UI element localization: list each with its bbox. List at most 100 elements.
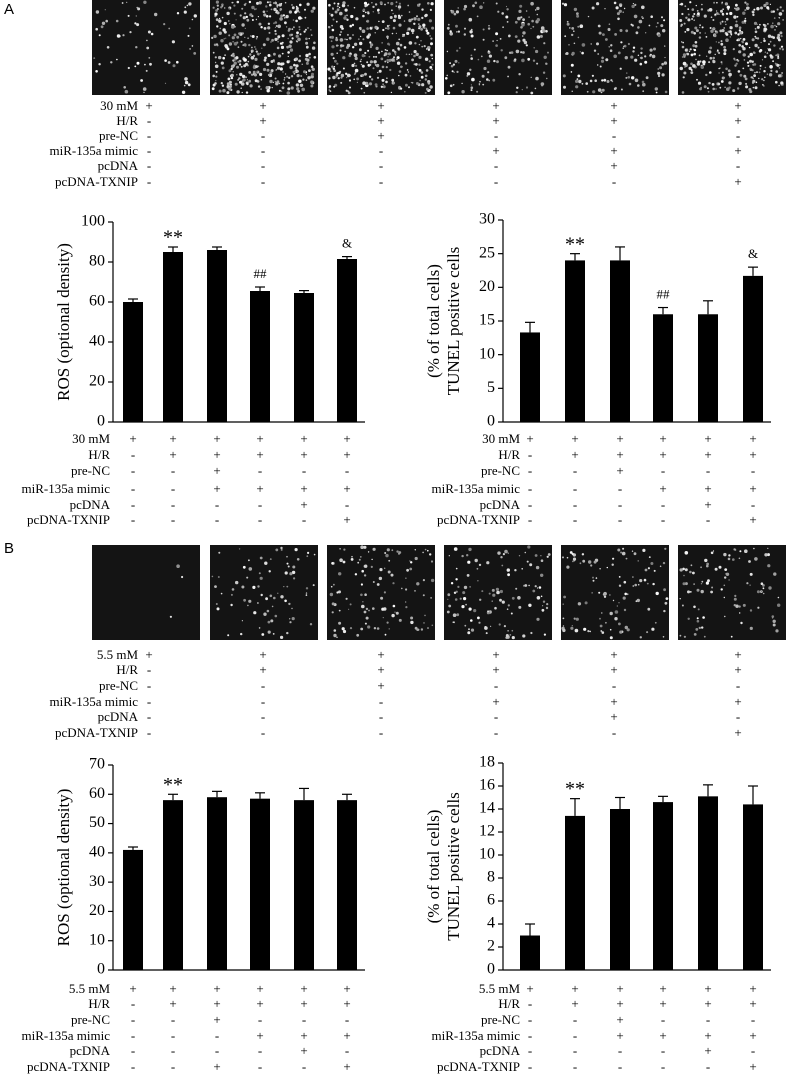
cell-dot <box>753 8 756 11</box>
cell-dot <box>240 87 242 89</box>
cell-dot <box>612 557 614 560</box>
cell-dot <box>609 636 613 640</box>
condition-mark: + <box>610 662 617 677</box>
cell-dot <box>736 87 740 90</box>
cell-dot <box>694 44 698 48</box>
cell-dot <box>763 55 767 59</box>
cell-dot <box>760 6 763 10</box>
cell-dot <box>682 76 685 79</box>
cell-dot <box>297 37 301 42</box>
cell-dot <box>310 75 314 79</box>
cell-dot <box>311 72 314 76</box>
cell-dot <box>353 53 358 57</box>
cell-dot <box>98 34 101 37</box>
cell-dot <box>693 19 695 22</box>
cell-dot <box>769 65 773 69</box>
cell-dot <box>363 574 367 577</box>
cell-dot <box>477 58 480 61</box>
cell-dot <box>749 52 753 57</box>
cell-dot <box>447 91 451 95</box>
cell-dot <box>330 52 334 56</box>
cell-dot <box>127 66 130 70</box>
cell-dot <box>468 17 473 22</box>
condition-mark: + <box>749 981 756 996</box>
cell-dot <box>345 72 348 76</box>
cell-dot <box>265 86 269 90</box>
cell-dot <box>269 71 273 75</box>
cell-dot <box>696 619 700 623</box>
cell-dot <box>238 548 241 550</box>
cell-dot <box>344 38 346 40</box>
cell-dot <box>575 85 579 89</box>
cell-dot <box>462 591 466 595</box>
cell-dot <box>730 33 733 36</box>
cell-dot <box>239 72 243 77</box>
cell-dot <box>368 609 370 612</box>
cell-dot <box>715 88 717 90</box>
cell-dot <box>105 19 108 23</box>
cell-dot <box>232 54 235 58</box>
cell-dot <box>413 50 417 54</box>
cell-dot <box>421 16 424 20</box>
cell-dot <box>403 46 407 49</box>
cell-dot <box>709 71 712 74</box>
cell-dot <box>706 564 709 568</box>
cell-dot <box>520 16 523 19</box>
cell-dot <box>331 28 335 32</box>
cell-dot <box>392 12 394 15</box>
cell-dot <box>211 575 214 578</box>
condition-label: pcDNA-TXNIP <box>55 725 138 740</box>
cell-dot <box>336 52 339 54</box>
cell-dot <box>248 43 251 47</box>
condition-mark: - <box>131 447 135 462</box>
cell-dot <box>562 74 566 78</box>
cell-dot <box>295 19 298 23</box>
cell-dot <box>340 81 343 84</box>
cell-dot <box>95 70 98 73</box>
cell-dot <box>291 607 293 610</box>
cell-dot <box>694 26 698 30</box>
cell-dot <box>247 60 250 63</box>
cell-dot <box>712 60 716 64</box>
condition-label: pre-NC <box>481 1012 520 1027</box>
cell-dot <box>780 81 784 85</box>
condition-mark: - <box>528 463 532 478</box>
cell-dot <box>744 549 748 553</box>
cell-dot <box>774 29 776 31</box>
cell-dot <box>577 74 581 78</box>
cell-dot <box>474 1 478 5</box>
cell-dot <box>230 603 233 607</box>
cell-dot <box>566 20 569 23</box>
condition-mark: + <box>616 463 623 478</box>
cell-dot <box>418 23 420 25</box>
condition-mark: - <box>261 725 265 740</box>
cell-dot <box>586 90 589 93</box>
cell-dot <box>625 557 628 560</box>
cell-dot <box>425 29 428 33</box>
cell-dot <box>577 602 582 606</box>
cell-dot <box>230 76 234 80</box>
cell-dot <box>296 558 300 561</box>
cell-dot <box>637 583 640 586</box>
cell-dot <box>341 3 346 8</box>
condition-label: H/R <box>116 113 138 128</box>
cell-dot <box>745 42 748 46</box>
y-tick-label: 50 <box>89 814 105 831</box>
cell-dot <box>251 19 254 21</box>
cell-dot <box>767 23 769 25</box>
cell-dot <box>747 64 750 67</box>
cell-dot <box>718 67 720 70</box>
cell-dot <box>494 606 497 610</box>
cell-dot <box>564 35 567 38</box>
cell-dot <box>344 50 347 53</box>
cell-dot <box>308 56 311 59</box>
cell-dot <box>507 552 509 554</box>
cell-dot <box>333 2 336 5</box>
cell-dot <box>540 595 543 598</box>
cell-dot <box>591 74 595 77</box>
y-tick-label: 2 <box>487 938 495 955</box>
cell-dot <box>695 58 697 61</box>
cell-dot <box>649 48 653 52</box>
cell-dot <box>268 570 271 573</box>
cell-dot <box>762 23 766 26</box>
